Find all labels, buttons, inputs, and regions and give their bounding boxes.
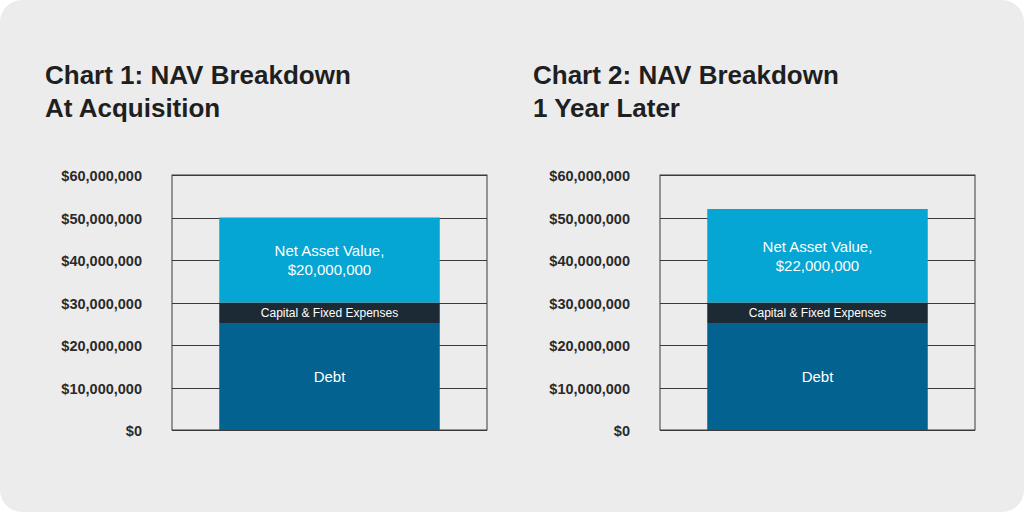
y-tick-label: $50,000,000 <box>549 211 630 227</box>
chart: Chart 1: NAV BreakdownAt Acquisition $0 $1… <box>45 60 487 439</box>
y-tick-label: $50,000,000 <box>61 211 142 227</box>
y-tick-label: $20,000,000 <box>549 338 630 354</box>
bar-segment <box>707 303 928 324</box>
data-label: $20,000,000 <box>288 261 371 278</box>
y-tick-label: $40,000,000 <box>61 253 142 269</box>
grid-line <box>660 430 975 431</box>
segment-name: Debt <box>314 368 347 385</box>
bar-segment <box>219 303 440 324</box>
title-line: Chart 2: NAV Breakdown <box>533 60 839 90</box>
page: Chart 1: NAV BreakdownAt Acquisition $0 $1… <box>0 0 1024 512</box>
segment-name: Net Asset Value, <box>275 242 385 259</box>
title-line: Chart 1: NAV Breakdown <box>45 60 351 90</box>
plot-frame <box>660 175 975 430</box>
bars <box>707 209 928 430</box>
y-tick-label: $0 <box>126 423 142 439</box>
title-line: At Acquisition <box>45 93 220 123</box>
y-tick-label: $30,000,000 <box>549 296 630 312</box>
y-tick-label: $60,000,000 <box>549 168 630 184</box>
chart: Chart 2: NAV Breakdown1 Year Later $0 $10,… <box>533 60 975 439</box>
grid-line <box>172 430 487 431</box>
grid-line <box>172 175 487 176</box>
y-tick-label: $60,000,000 <box>61 168 142 184</box>
bar-labels: Debt Capital & Fixed Expenses Net Asset Va… <box>749 238 886 386</box>
bar-segment <box>707 324 928 430</box>
grid-line <box>660 175 975 176</box>
bar-segment <box>219 218 440 303</box>
chart-title: Chart 2: NAV Breakdown1 Year Later <box>533 60 839 123</box>
card-background <box>0 0 1024 512</box>
segment-name: Capital & Fixed Expenses <box>261 306 398 320</box>
segment-name: Debt <box>802 368 835 385</box>
y-tick-label: $0 <box>614 423 630 439</box>
plot-frame <box>172 175 487 430</box>
y-tick-label: $40,000,000 <box>549 253 630 269</box>
y-tick-label: $10,000,000 <box>61 381 142 397</box>
bars <box>219 218 440 431</box>
y-tick-label: $30,000,000 <box>61 296 142 312</box>
segment-name: Capital & Fixed Expenses <box>749 306 886 320</box>
y-tick-label: $10,000,000 <box>549 381 630 397</box>
bar-segment <box>219 324 440 430</box>
data-label: $22,000,000 <box>776 257 859 274</box>
y-tick-label: $20,000,000 <box>61 338 142 354</box>
bar-segment <box>707 209 928 303</box>
title-line: 1 Year Later <box>533 93 680 123</box>
chart-title: Chart 1: NAV BreakdownAt Acquisition <box>45 60 351 123</box>
segment-name: Net Asset Value, <box>763 238 873 255</box>
bar-labels: Debt Capital & Fixed Expenses Net Asset Va… <box>261 242 398 385</box>
